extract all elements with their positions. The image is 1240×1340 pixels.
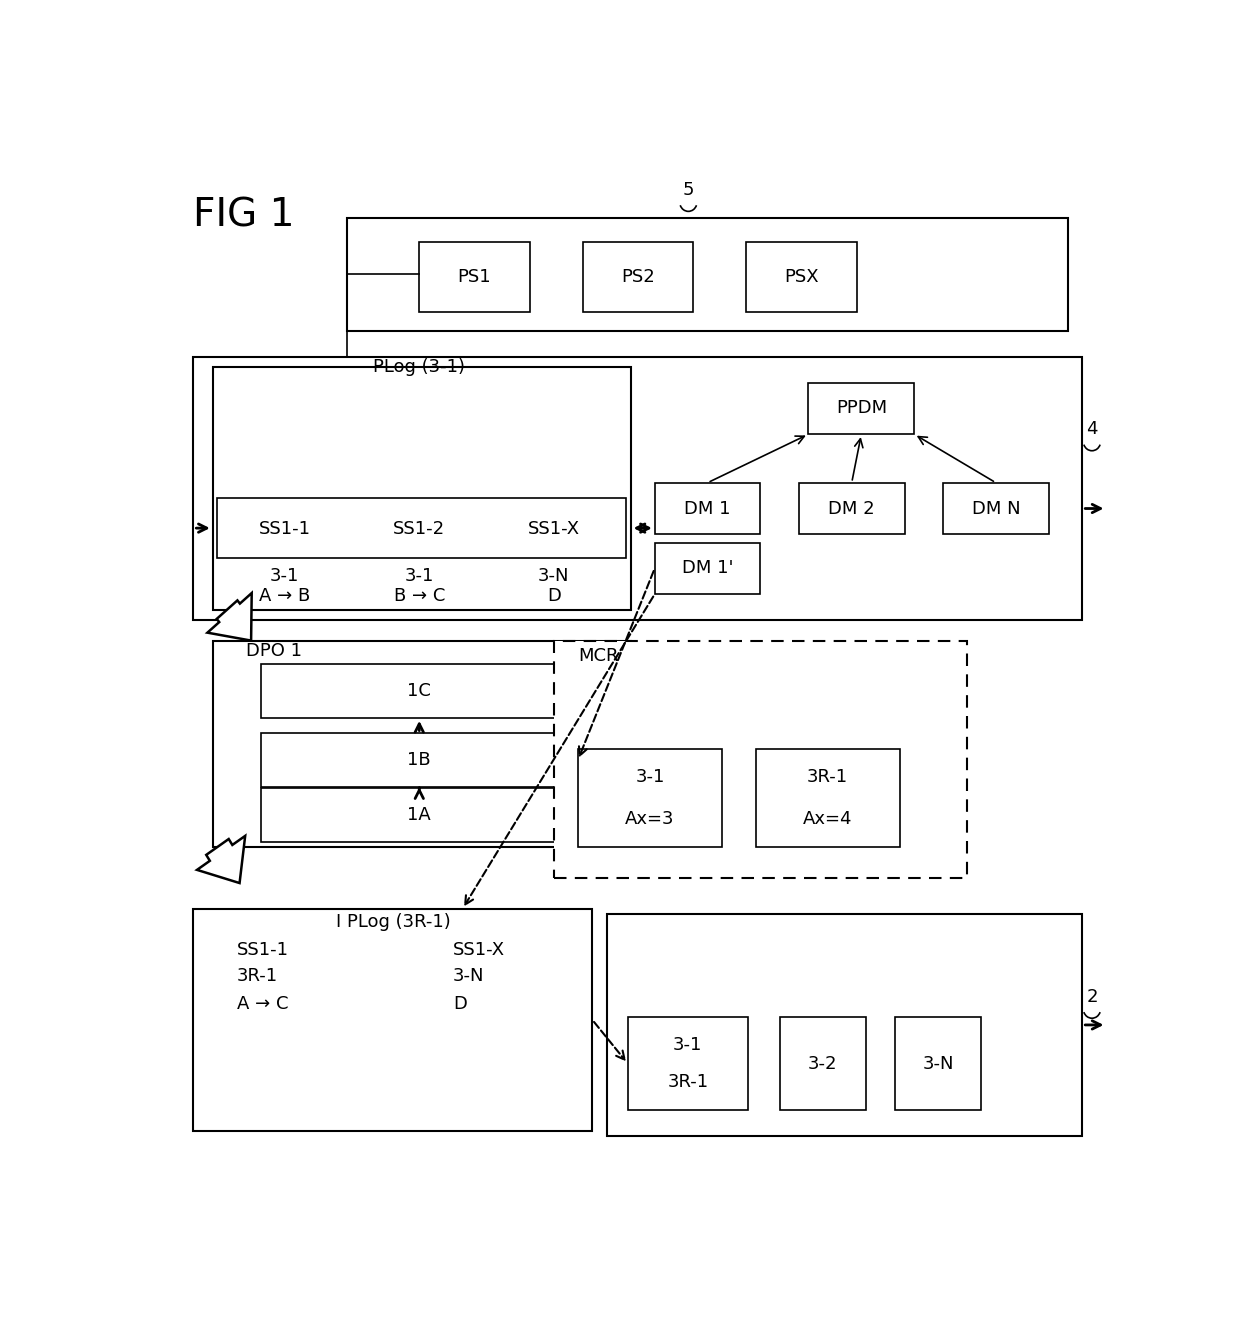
Text: 3R-1: 3R-1: [237, 967, 278, 985]
Bar: [260, 788, 578, 842]
Bar: [942, 482, 1049, 535]
Text: 3-2: 3-2: [808, 1055, 838, 1072]
Text: DM N: DM N: [972, 500, 1021, 517]
Text: 3R-1: 3R-1: [667, 1073, 708, 1091]
Text: B → C: B → C: [393, 587, 445, 606]
Bar: [578, 749, 722, 847]
Bar: [213, 641, 631, 847]
Bar: [895, 1017, 982, 1110]
Bar: [780, 1017, 866, 1110]
Text: PPDM: PPDM: [836, 399, 887, 418]
Text: 3-1: 3-1: [270, 567, 299, 584]
Text: PSX: PSX: [784, 268, 818, 287]
Bar: [655, 482, 760, 535]
Bar: [583, 243, 693, 312]
Text: 1B: 1B: [408, 752, 432, 769]
Bar: [260, 733, 578, 787]
Text: SS1-1: SS1-1: [259, 520, 311, 539]
Text: Ax=3: Ax=3: [625, 809, 675, 828]
Text: DM 2: DM 2: [828, 500, 875, 517]
Text: 3-1: 3-1: [404, 567, 434, 584]
Text: 4: 4: [1086, 419, 1097, 438]
Text: 1C: 1C: [407, 682, 432, 699]
Bar: [746, 243, 857, 312]
Text: SS1-X: SS1-X: [528, 520, 580, 539]
Bar: [799, 482, 905, 535]
Bar: [554, 641, 967, 878]
Bar: [419, 243, 529, 312]
Text: A → B: A → B: [259, 587, 310, 606]
Text: 3-1: 3-1: [635, 768, 665, 787]
Bar: [755, 749, 900, 847]
Text: 3-N: 3-N: [538, 567, 569, 584]
Text: DM 1': DM 1': [682, 559, 733, 578]
Polygon shape: [197, 836, 246, 883]
Bar: [217, 498, 626, 557]
Text: 3-N: 3-N: [923, 1055, 954, 1072]
Bar: [193, 356, 1083, 620]
Text: SS1-2: SS1-2: [393, 520, 445, 539]
Text: D: D: [453, 994, 466, 1013]
Bar: [808, 383, 914, 434]
Text: 2: 2: [1086, 988, 1097, 1005]
Bar: [213, 367, 631, 610]
Bar: [655, 543, 760, 594]
Text: A → C: A → C: [237, 994, 288, 1013]
Polygon shape: [207, 594, 252, 641]
Text: 3R-1: 3R-1: [807, 768, 848, 787]
Text: PLog (3-1): PLog (3-1): [373, 358, 465, 377]
Text: DPO 1: DPO 1: [247, 642, 303, 659]
Bar: [347, 217, 1068, 331]
Bar: [260, 665, 578, 718]
Text: PS2: PS2: [621, 268, 655, 287]
Text: D: D: [547, 587, 560, 606]
Text: 5: 5: [682, 181, 694, 198]
Text: 3-1: 3-1: [673, 1036, 703, 1055]
Bar: [627, 1017, 748, 1110]
Text: FIG 1: FIG 1: [193, 197, 295, 234]
Text: 3-N: 3-N: [453, 967, 485, 985]
Text: SS1-X: SS1-X: [453, 941, 505, 959]
Bar: [193, 909, 593, 1131]
Bar: [606, 914, 1083, 1136]
Text: PS1: PS1: [458, 268, 491, 287]
Text: DM 1: DM 1: [684, 500, 730, 517]
Text: Ax=4: Ax=4: [804, 809, 852, 828]
Text: I PLog (3R-1): I PLog (3R-1): [336, 914, 450, 931]
Text: MCR: MCR: [578, 647, 619, 665]
Text: 1A: 1A: [408, 805, 432, 824]
Text: SS1-1: SS1-1: [237, 941, 289, 959]
